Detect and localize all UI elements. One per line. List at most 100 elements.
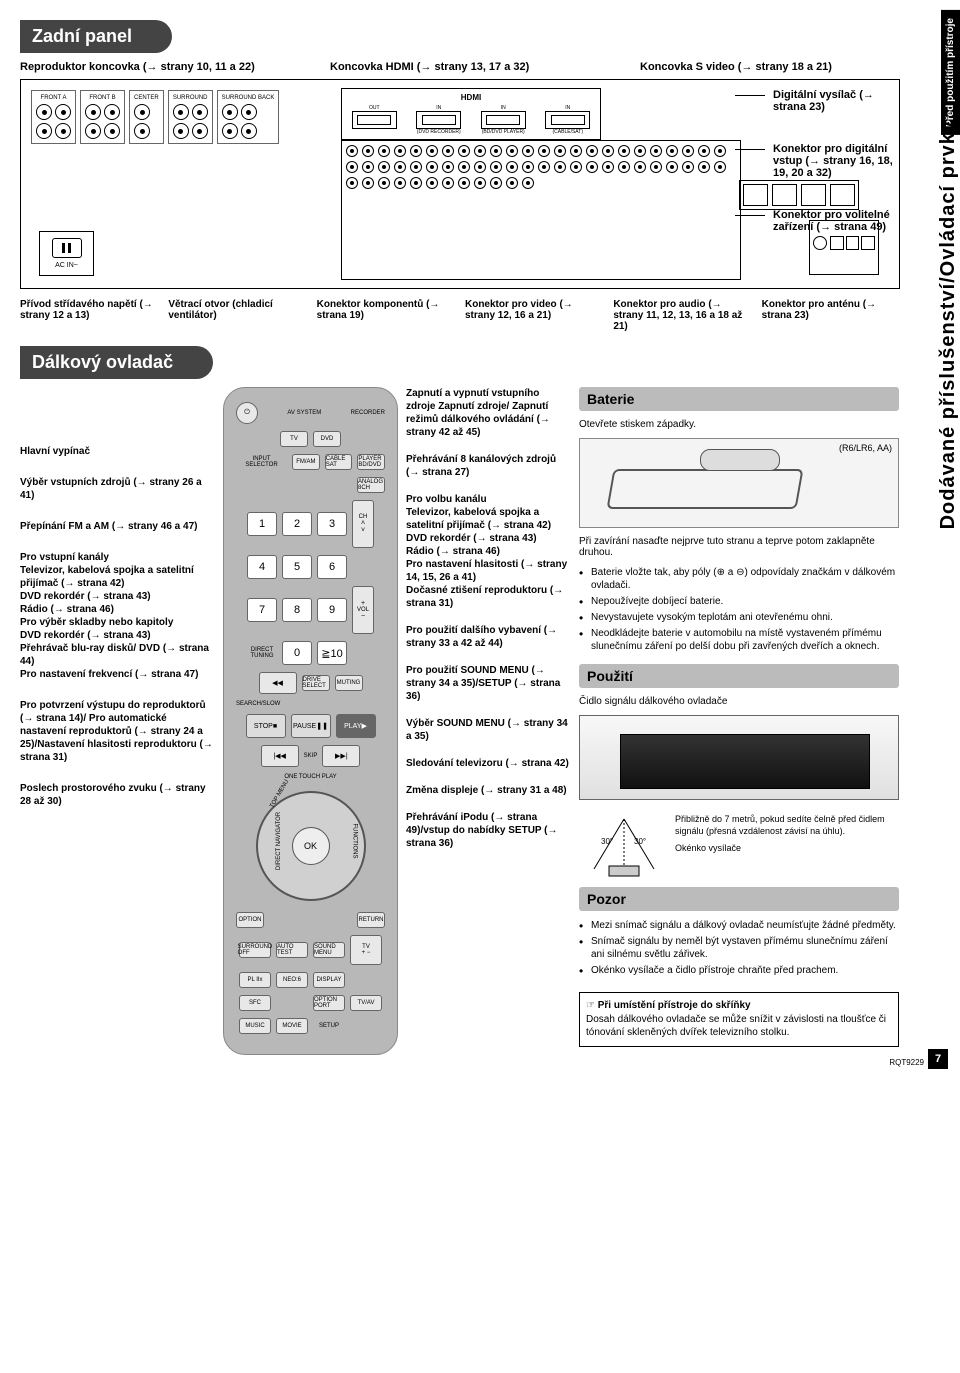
sound-menu-button[interactable]: SOUND MENU bbox=[313, 942, 345, 958]
pozor-title: Pozor bbox=[579, 887, 899, 911]
speaker-group-label: SURROUND bbox=[173, 95, 208, 101]
back-panel-top-labels: Reproduktor koncovka (→ strany 10, 11 a … bbox=[20, 61, 930, 73]
bullet: Nepoužívejte dobíjecí baterie. bbox=[579, 595, 899, 608]
num-7[interactable]: 7 bbox=[247, 598, 277, 622]
speaker-group-label: SURROUND BACK bbox=[222, 95, 275, 101]
top-label: Koncovka HDMI (→ strany 13, 17 a 32) bbox=[330, 61, 620, 73]
label-sound-menu-use: Pro použití SOUND MENU (→ strany 34 a 35… bbox=[406, 664, 571, 703]
muting-button[interactable]: MUTING bbox=[335, 675, 363, 691]
label-power-source: Zapnutí a vypnutí vstupního zdroje Zapnu… bbox=[406, 387, 571, 439]
side-tab-top: Před použitím přístroje bbox=[941, 10, 960, 135]
option-button[interactable]: OPTION bbox=[236, 912, 264, 928]
speaker-group-label: CENTER bbox=[134, 95, 159, 101]
vol-button[interactable]: + VOL − bbox=[352, 586, 374, 634]
music-button[interactable]: MUSIC bbox=[239, 1018, 271, 1034]
ok-button[interactable]: OK bbox=[292, 827, 330, 865]
option-port-button[interactable]: OPTION PORT bbox=[313, 995, 345, 1011]
bullet: Neodkládejte baterie v automobilu na mís… bbox=[579, 627, 899, 653]
hdmi-logo: HDMI bbox=[346, 93, 596, 102]
label-input-channels: Pro vstupní kanály Televizor, kabelová s… bbox=[20, 551, 215, 681]
bullet: Nevystavujete vysokým teplotám ani otevř… bbox=[579, 611, 899, 624]
skip-back-button[interactable]: |◀◀ bbox=[261, 745, 299, 767]
sfc-button[interactable]: SFC bbox=[239, 995, 271, 1011]
usage-title: Použití bbox=[579, 664, 899, 688]
drive-select-button[interactable]: DRIVE SELECT bbox=[302, 675, 330, 691]
num-5[interactable]: 5 bbox=[282, 555, 312, 579]
num-8[interactable]: 8 bbox=[282, 598, 312, 622]
nav-ring[interactable]: TOP MENU DIRECT NAVIGATOR FUNCTIONS OK bbox=[256, 791, 366, 901]
bottom-label: Konektor pro anténu (→ strana 23) bbox=[762, 299, 900, 332]
neo6-button[interactable]: NEO:6 bbox=[276, 972, 308, 988]
movie-button[interactable]: MOVIE bbox=[276, 1018, 308, 1034]
tvav-button[interactable]: TV/AV bbox=[350, 995, 382, 1011]
bottom-label: Konektor pro video (→ strany 12, 16 a 21… bbox=[465, 299, 603, 332]
hdmi-block: HDMI OUT IN (DVD RECORDER) IN (BD/DVD bbox=[341, 88, 601, 140]
bullet: Baterie vložte tak, aby póly (⊕ a ⊖) odp… bbox=[579, 566, 899, 592]
num-6[interactable]: 6 bbox=[317, 555, 347, 579]
label-play8ch: Přehrávání 8 kanálových zdrojů (→ strana… bbox=[406, 453, 571, 479]
svg-text:30°: 30° bbox=[634, 837, 646, 846]
dvd-button[interactable]: DVD bbox=[313, 431, 341, 447]
play-button[interactable]: PLAY ▶ bbox=[336, 714, 376, 738]
player-button[interactable]: PLAYER BD/DVD bbox=[357, 454, 385, 470]
skip-fwd-button[interactable]: ▶▶| bbox=[322, 745, 360, 767]
surround-off-button[interactable]: SURROUND OFF bbox=[239, 942, 271, 958]
label-surround: Poslech prostorového zvuku (→ strany 28 … bbox=[20, 782, 215, 808]
cable-sat-button[interactable]: CABLE SAT bbox=[325, 454, 353, 470]
power-button[interactable]: ⏻ bbox=[236, 402, 258, 424]
pause-button[interactable]: PAUSE ❚❚ bbox=[291, 714, 331, 738]
right-label: Digitální vysílač (→ strana 23) bbox=[765, 89, 905, 113]
remote-control: ⏻ AV SYSTEM RECORDER TV DVD INPUT SELECT… bbox=[223, 387, 398, 1055]
direct-nav-label: DIRECT NAVIGATOR bbox=[276, 812, 282, 870]
search-slow-label: SEARCH/SLOW bbox=[236, 701, 385, 707]
rqt-code: RQT9229 bbox=[889, 1058, 924, 1067]
bottom-label: Konektor komponentů (→ strana 19) bbox=[317, 299, 455, 332]
label-fm-am: Přepínání FM a AM (→ strany 46 a 47) bbox=[20, 520, 215, 533]
label-channel: Pro volbu kanálu Televizor, kabelová spo… bbox=[406, 493, 571, 610]
bullet: Snímač signálu by neměl být vystaven pří… bbox=[579, 935, 899, 961]
battery-title: Baterie bbox=[579, 387, 899, 411]
cabinet-note: ☞ Při umístění přístroje do skříňky Dosa… bbox=[579, 992, 899, 1047]
bottom-label: Konektor pro audio (→ strany 11, 12, 13,… bbox=[613, 299, 751, 332]
num-9[interactable]: 9 bbox=[317, 598, 347, 622]
receiver-diagram bbox=[579, 715, 899, 800]
label-sound-menu-sel: Výběr SOUND MENU (→ strany 34 a 35) bbox=[406, 717, 571, 743]
num-2[interactable]: 2 bbox=[282, 512, 312, 536]
tv-vol-button[interactable]: TV+ − bbox=[350, 935, 382, 965]
label-ipod: Přehrávání iPodu (→ strana 49)/vstup do … bbox=[406, 811, 571, 850]
plIIx-button[interactable]: PL IIx bbox=[239, 972, 271, 988]
okénko-label: Okénko vysílače bbox=[675, 843, 899, 855]
speaker-group-label: FRONT A bbox=[36, 95, 71, 101]
num-3[interactable]: 3 bbox=[317, 512, 347, 536]
num-1[interactable]: 1 bbox=[247, 512, 277, 536]
analog8ch-button[interactable]: ANALOG 8CH bbox=[357, 477, 385, 493]
input-selector-label: INPUT SELECTOR bbox=[245, 456, 277, 468]
stop-button[interactable]: STOP ■ bbox=[246, 714, 286, 738]
box-title: Při umístění přístroje do skříňky bbox=[598, 1000, 751, 1011]
rewind-button[interactable]: ◀◀ bbox=[259, 672, 297, 694]
bullet: Okénko vysílače a čidlo přístroje chraňt… bbox=[579, 964, 899, 977]
auto-test-button[interactable]: AUTO TEST bbox=[276, 942, 308, 958]
hdmi-sub: (BD/DVD PLAYER) bbox=[481, 129, 526, 135]
tv-button[interactable]: TV bbox=[280, 431, 308, 447]
label-other-eq: Pro použití dalšího vybavení (→ strany 3… bbox=[406, 624, 571, 650]
right-label: Konektor pro digitální vstup (→ strany 1… bbox=[765, 143, 905, 179]
num-gte10[interactable]: ≧10 bbox=[317, 641, 347, 665]
num-0[interactable]: 0 bbox=[282, 641, 312, 665]
return-button[interactable]: RETURN bbox=[357, 912, 385, 928]
num-4[interactable]: 4 bbox=[247, 555, 277, 579]
ch-button[interactable]: CH ˄˅ bbox=[352, 500, 374, 548]
recorder-label: RECORDER bbox=[351, 410, 385, 416]
ac-label: AC IN~ bbox=[55, 262, 78, 269]
right-label: Konektor pro volitelné zařízení (→ stran… bbox=[765, 209, 905, 233]
page-number: 7 bbox=[928, 1049, 948, 1069]
angle-note: Přibližně do 7 metrů, pokud sedíte čelně… bbox=[675, 814, 899, 837]
direct-tuning-label: DIRECT TUNING bbox=[247, 647, 277, 659]
box-text: Dosah dálkového ovladače se může snížit … bbox=[586, 1014, 886, 1039]
one-touch-label: ONE TOUCH PLAY bbox=[236, 774, 385, 780]
fmam-button[interactable]: FM/AM bbox=[292, 454, 320, 470]
top-label: Reproduktor koncovka (→ strany 10, 11 a … bbox=[20, 61, 310, 73]
battery-bullets: Baterie vložte tak, aby póly (⊕ a ⊖) odp… bbox=[579, 566, 899, 656]
top-label: Koncovka S video (→ strany 18 a 21) bbox=[640, 61, 930, 73]
display-button[interactable]: DISPLAY bbox=[313, 972, 345, 988]
